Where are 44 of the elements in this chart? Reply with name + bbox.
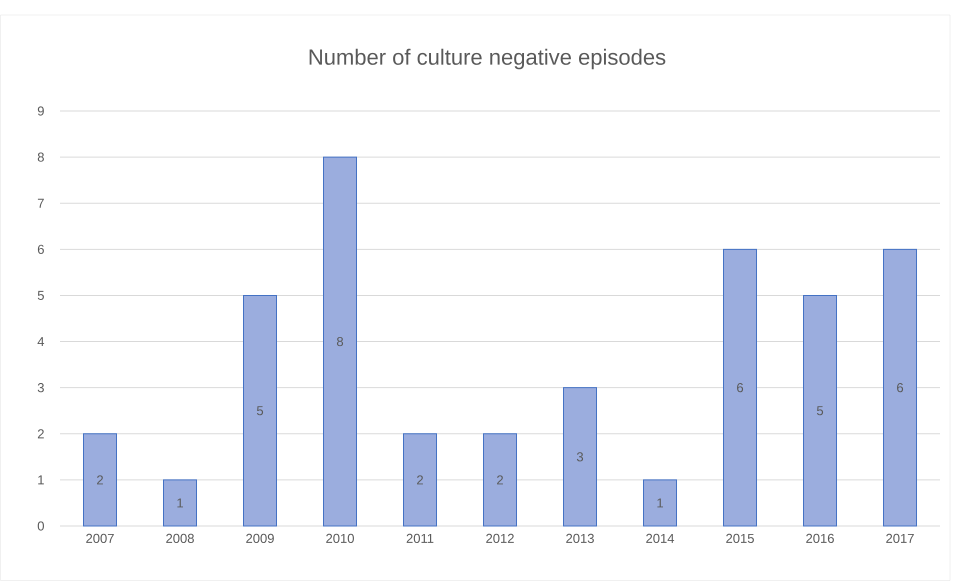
data-label: 6 xyxy=(897,383,904,392)
data-label: 1 xyxy=(177,498,183,508)
data-label: 1 xyxy=(657,498,663,508)
y-tick-label: 5 xyxy=(38,290,44,300)
y-tick-label: 7 xyxy=(38,198,44,208)
bar xyxy=(163,479,198,526)
x-tick-label: 2014 xyxy=(646,534,674,544)
bar xyxy=(243,294,278,526)
data-label: 5 xyxy=(816,406,824,416)
data-label: 2 xyxy=(97,475,103,484)
bar xyxy=(803,294,838,526)
x-tick-label: 2013 xyxy=(566,534,594,544)
bar xyxy=(563,387,598,526)
data-label: 5 xyxy=(256,406,264,416)
y-tick-label: 2 xyxy=(38,429,44,438)
x-tick-label: 2008 xyxy=(166,534,194,544)
y-tick-label: 8 xyxy=(38,152,44,162)
x-tick-label: 2012 xyxy=(486,534,514,544)
y-tick-label: 4 xyxy=(38,337,44,346)
x-tick-label: 2010 xyxy=(326,534,354,544)
y-tick-label: 1 xyxy=(38,475,44,484)
x-tick-label: 2011 xyxy=(406,534,434,544)
bar xyxy=(723,248,758,526)
bar xyxy=(883,248,918,526)
data-label: 3 xyxy=(576,452,584,462)
bar xyxy=(483,433,518,526)
bar xyxy=(643,479,678,526)
x-tick-label: 2015 xyxy=(726,534,754,544)
y-tick-label: 0 xyxy=(38,521,44,531)
data-label: 2 xyxy=(497,475,503,484)
bar xyxy=(83,433,118,526)
x-tick-label: 2016 xyxy=(806,534,834,544)
x-tick-label: 2007 xyxy=(86,534,114,544)
bar xyxy=(323,156,358,526)
y-tick-label: 9 xyxy=(38,106,44,116)
y-tick-label: 6 xyxy=(38,244,44,254)
x-tick-label: 2009 xyxy=(246,534,274,544)
x-tick-label: 2017 xyxy=(886,534,914,544)
y-tick-label: 3 xyxy=(38,383,44,392)
data-label: 8 xyxy=(336,336,344,346)
data-label: 2 xyxy=(417,475,423,484)
chart-title: Number of culture negative episodes xyxy=(310,48,666,70)
bar xyxy=(403,433,438,526)
data-label: 6 xyxy=(737,383,744,392)
